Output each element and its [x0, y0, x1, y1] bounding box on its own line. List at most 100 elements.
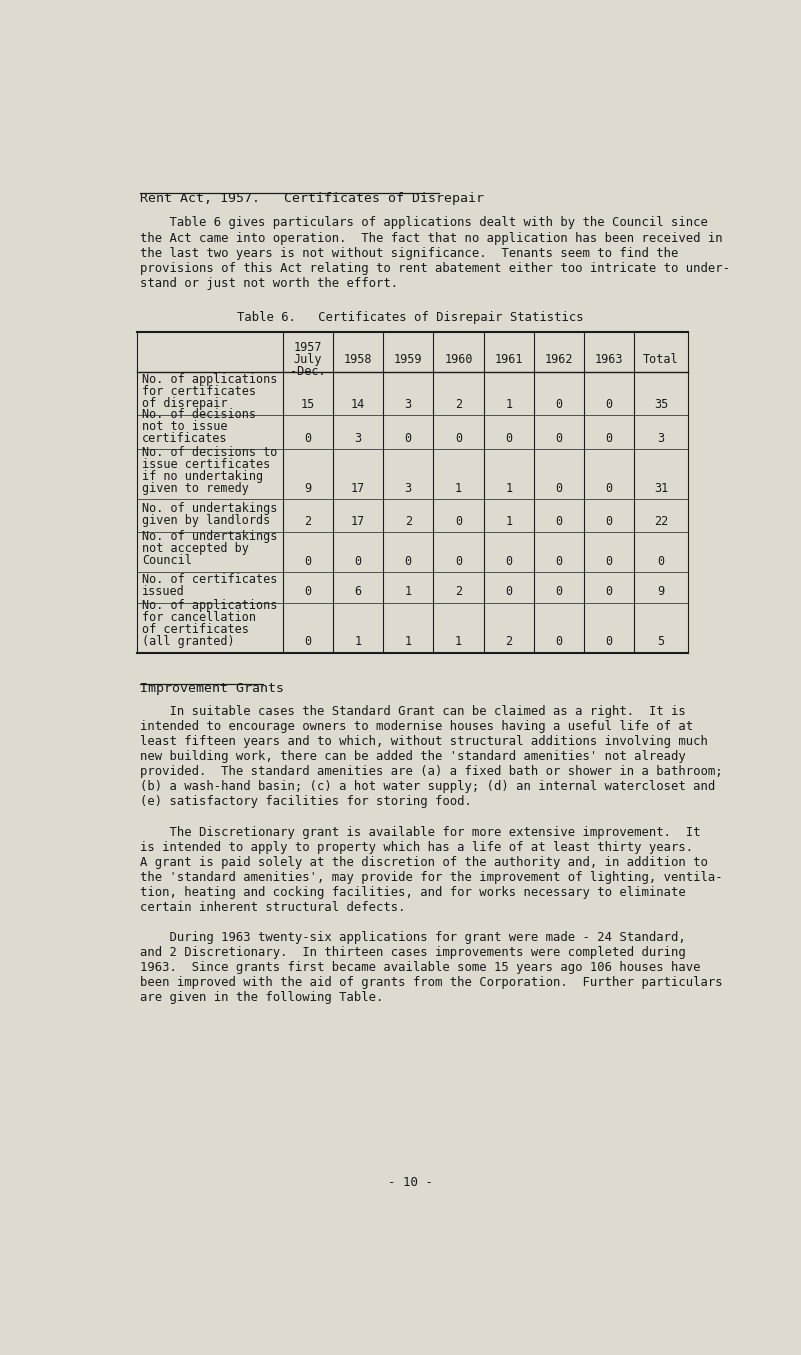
Text: 0: 0: [455, 554, 462, 568]
Text: 2: 2: [505, 635, 513, 649]
Text: 1961: 1961: [494, 354, 523, 366]
Text: 1958: 1958: [344, 354, 372, 366]
Text: 1: 1: [405, 635, 412, 649]
Text: 0: 0: [606, 515, 613, 527]
Text: 0: 0: [304, 585, 312, 599]
Text: 0: 0: [505, 585, 513, 599]
Text: 17: 17: [351, 515, 365, 527]
Text: 1957: 1957: [293, 341, 322, 354]
Text: tion, heating and cocking facilities, and for works necessary to eliminate: tion, heating and cocking facilities, an…: [140, 886, 686, 898]
Text: 0: 0: [405, 432, 412, 446]
Text: 1: 1: [455, 635, 462, 649]
Text: Table 6.   Certificates of Disrepair Statistics: Table 6. Certificates of Disrepair Stati…: [237, 310, 584, 324]
Text: the last two years is not without significance.  Tenants seem to find the: the last two years is not without signif…: [140, 247, 678, 260]
Text: 0: 0: [505, 432, 513, 446]
Text: 1: 1: [505, 515, 513, 527]
Text: Improvement Grants: Improvement Grants: [140, 682, 284, 695]
Text: 0: 0: [606, 482, 613, 495]
Text: 0: 0: [555, 397, 562, 411]
Text: Table 6 gives particulars of applications dealt with by the Council since: Table 6 gives particulars of application…: [140, 217, 708, 229]
Text: The Discretionary grant is available for more extensive improvement.  It: The Discretionary grant is available for…: [140, 825, 701, 839]
Text: of certificates: of certificates: [142, 623, 249, 635]
Text: A grant is paid solely at the discretion of the authority and, in addition to: A grant is paid solely at the discretion…: [140, 855, 708, 869]
Text: 1: 1: [505, 397, 513, 411]
Text: Council: Council: [142, 554, 192, 568]
Text: 14: 14: [351, 397, 365, 411]
Text: 0: 0: [405, 554, 412, 568]
Text: No. of certificates: No. of certificates: [142, 573, 277, 587]
Text: 0: 0: [304, 432, 312, 446]
Text: 0: 0: [606, 554, 613, 568]
Text: 0: 0: [555, 432, 562, 446]
Text: Rent Act, 1957.   Certificates of Disrepair: Rent Act, 1957. Certificates of Disrepai…: [140, 192, 485, 205]
Text: certain inherent structural defects.: certain inherent structural defects.: [140, 901, 406, 913]
Text: been improved with the aid of grants from the Corporation.  Further particulars: been improved with the aid of grants fro…: [140, 976, 723, 989]
Text: Total: Total: [643, 354, 678, 366]
Text: certificates: certificates: [142, 432, 227, 444]
Text: not accepted by: not accepted by: [142, 542, 249, 556]
Text: least fifteen years and to which, without structural additions involving much: least fifteen years and to which, withou…: [140, 736, 708, 748]
Text: intended to encourage owners to modernise houses having a useful life of at: intended to encourage owners to modernis…: [140, 720, 694, 733]
Text: 1: 1: [505, 482, 513, 495]
Text: if no undertaking: if no undertaking: [142, 470, 263, 482]
Text: 0: 0: [455, 432, 462, 446]
Text: No. of undertakings: No. of undertakings: [142, 503, 277, 515]
Text: 1: 1: [354, 635, 361, 649]
Text: stand or just not worth the effort.: stand or just not worth the effort.: [140, 276, 399, 290]
Text: (all granted): (all granted): [142, 635, 235, 648]
Text: 1962: 1962: [545, 354, 574, 366]
Text: 0: 0: [555, 585, 562, 599]
Text: 15: 15: [300, 397, 315, 411]
Text: 2: 2: [455, 585, 462, 599]
Text: are given in the following Table.: are given in the following Table.: [140, 991, 384, 1004]
Text: 0: 0: [354, 554, 361, 568]
Text: No. of decisions: No. of decisions: [142, 408, 256, 421]
Text: July: July: [293, 354, 322, 366]
Text: for certificates: for certificates: [142, 385, 256, 398]
Text: of disrepair: of disrepair: [142, 397, 227, 411]
Text: issue certificates: issue certificates: [142, 458, 270, 472]
Text: provisions of this Act relating to rent abatement either too intricate to under-: provisions of this Act relating to rent …: [140, 262, 731, 275]
Text: No. of decisions to: No. of decisions to: [142, 446, 277, 459]
Text: 35: 35: [654, 397, 668, 411]
Text: (e) satisfactory facilities for storing food.: (e) satisfactory facilities for storing …: [140, 795, 473, 808]
Text: 2: 2: [304, 515, 312, 527]
Text: the 'standard amenities', may provide for the improvement of lighting, ventila-: the 'standard amenities', may provide fo…: [140, 871, 723, 883]
Text: 3: 3: [405, 397, 412, 411]
Text: 9: 9: [658, 585, 665, 599]
Text: issued: issued: [142, 585, 185, 598]
Text: 0: 0: [606, 397, 613, 411]
Text: 0: 0: [555, 482, 562, 495]
Text: 0: 0: [658, 554, 665, 568]
Text: (b) a wash-hand basin; (c) a hot water supply; (d) an internal watercloset and: (b) a wash-hand basin; (c) a hot water s…: [140, 780, 715, 793]
Text: 1963: 1963: [595, 354, 623, 366]
Text: No. of applications: No. of applications: [142, 373, 277, 386]
Text: given to remedy: given to remedy: [142, 482, 249, 495]
Text: 0: 0: [304, 635, 312, 649]
Text: No. of applications: No. of applications: [142, 599, 277, 612]
Text: and 2 Discretionary.  In thirteen cases improvements were completed during: and 2 Discretionary. In thirteen cases i…: [140, 946, 686, 959]
Text: given by landlords: given by landlords: [142, 514, 270, 527]
Text: not to issue: not to issue: [142, 420, 227, 432]
Text: In suitable cases the Standard Grant can be claimed as a right.  It is: In suitable cases the Standard Grant can…: [140, 705, 686, 718]
Text: 0: 0: [505, 554, 513, 568]
Text: is intended to apply to property which has a life of at least thirty years.: is intended to apply to property which h…: [140, 840, 694, 854]
Text: 22: 22: [654, 515, 668, 527]
Text: 1: 1: [455, 482, 462, 495]
Text: During 1963 twenty-six applications for grant were made - 24 Standard,: During 1963 twenty-six applications for …: [140, 931, 686, 944]
Text: 5: 5: [658, 635, 665, 649]
Text: 3: 3: [354, 432, 361, 446]
Text: 3: 3: [405, 482, 412, 495]
Text: the Act came into operation.  The fact that no application has been received in: the Act came into operation. The fact th…: [140, 232, 723, 244]
Text: -Dec.: -Dec.: [290, 364, 325, 378]
Text: No. of undertakings: No. of undertakings: [142, 530, 277, 543]
Text: 0: 0: [555, 635, 562, 649]
Text: 1959: 1959: [394, 354, 422, 366]
Text: 0: 0: [555, 515, 562, 527]
Text: 0: 0: [606, 432, 613, 446]
Text: 0: 0: [606, 585, 613, 599]
Text: 2: 2: [455, 397, 462, 411]
Text: new building work, there can be added the 'standard amenities' not already: new building work, there can be added th…: [140, 751, 686, 763]
Text: 17: 17: [351, 482, 365, 495]
Text: 2: 2: [405, 515, 412, 527]
